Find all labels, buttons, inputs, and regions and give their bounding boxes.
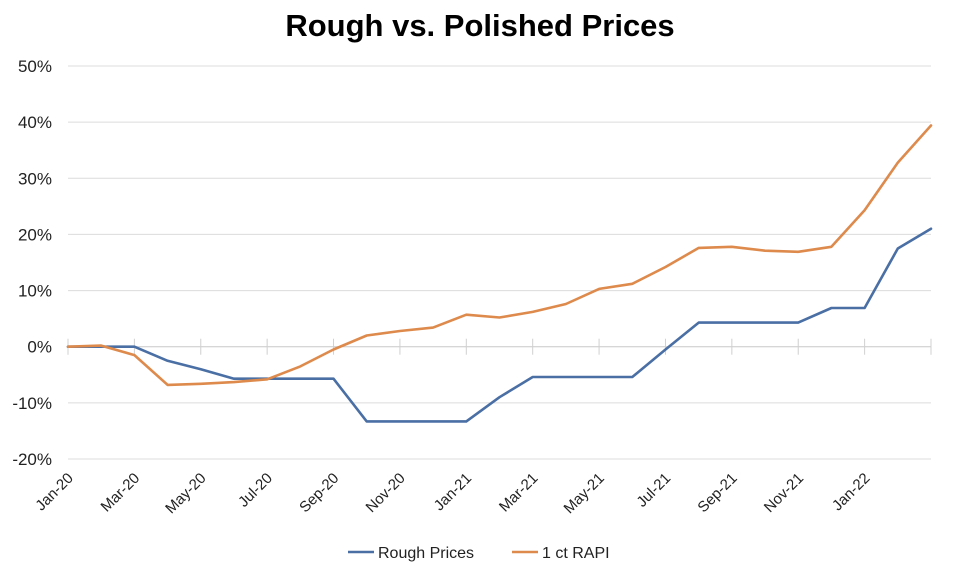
x-tick-label: Nov-21 — [761, 470, 807, 516]
y-tick-label: 10% — [18, 282, 52, 301]
x-tick-label: Mar-20 — [98, 470, 144, 516]
y-tick-label: -10% — [12, 394, 52, 413]
x-tick-label: Jan-21 — [431, 470, 475, 514]
x-tick-label: Jul-20 — [235, 470, 276, 511]
x-tick-label: Jan-20 — [32, 470, 76, 514]
x-tick-label: May-21 — [561, 470, 608, 517]
y-tick-label: 40% — [18, 113, 52, 132]
x-tick-label: Nov-20 — [363, 470, 409, 516]
x-tick-label: Jul-21 — [633, 470, 674, 511]
x-tick-label: Mar-21 — [496, 470, 542, 516]
series-line — [66, 227, 933, 423]
y-tick-label: 0% — [27, 338, 52, 357]
legend-label: 1 ct RAPI — [542, 545, 610, 562]
y-tick-label: -20% — [12, 450, 52, 469]
y-tick-label: 30% — [18, 169, 52, 188]
x-tick-label: Sep-20 — [296, 470, 342, 516]
series-line — [66, 124, 933, 387]
y-tick-label: 50% — [18, 57, 52, 76]
x-tick-label: Sep-21 — [694, 470, 740, 516]
y-tick-label: 20% — [18, 225, 52, 244]
x-tick-label: May-20 — [162, 470, 209, 517]
legend-label: Rough Prices — [378, 545, 474, 562]
x-tick-label: Jan-22 — [829, 470, 873, 514]
chart-title: Rough vs. Polished Prices — [285, 8, 675, 43]
